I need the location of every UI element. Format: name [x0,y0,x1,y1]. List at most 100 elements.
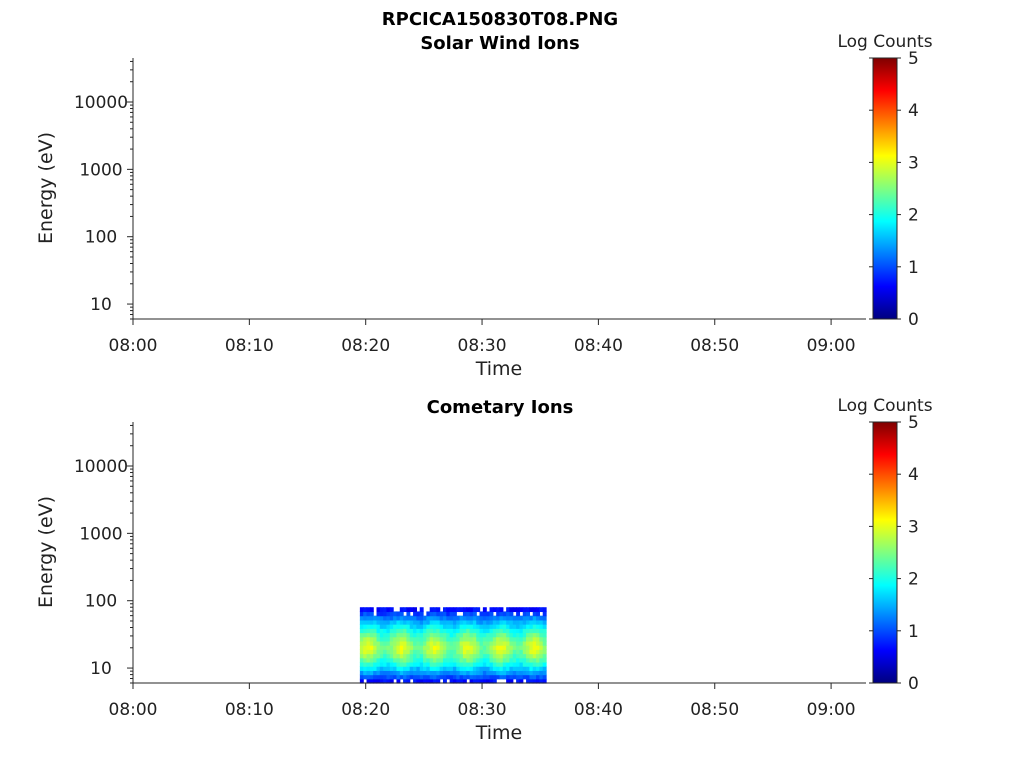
heatmap-cell [509,619,514,625]
heatmap-cell [413,645,417,650]
colorbar-label: Log Counts [837,396,932,416]
heatmap-cell [479,645,484,650]
heatmap-cell [512,661,517,667]
heatmap-cell [373,640,378,646]
heatmap-cell [489,611,494,617]
heatmap-cell [492,624,497,629]
heatmap-cell [439,619,444,625]
heatmap-cell [459,674,464,680]
heatmap-cell [466,649,471,655]
heatmap-cell [536,632,540,638]
heatmap-cell [506,607,511,613]
heatmap-cell [462,632,467,638]
heatmap-cell [472,628,477,634]
heatmap-cell [472,653,477,659]
heatmap-cell [499,653,504,659]
heatmap-cell [446,666,451,671]
heatmap-cell [519,674,524,680]
heatmap-cell [512,640,517,646]
heatmap-cell [502,619,507,625]
heatmap-cell [516,640,521,646]
heatmap-cell [516,661,521,667]
heatmap-cell [413,615,417,621]
heatmap-cell [446,624,451,629]
colorbar-tick-label: 0 [908,310,919,330]
heatmap-cell [469,640,474,646]
heatmap-cell [459,678,464,684]
heatmap-cell [376,636,381,642]
heatmap-cell [506,653,511,659]
heatmap-cell [359,619,364,625]
x-ticks: 08:00 08:10 08:20 08:30 08:40 08:50 09:00 [109,683,856,720]
heatmap-cell [452,666,457,671]
heatmap-cell [529,649,534,655]
heatmap-cell [492,615,497,621]
heatmap-cell [399,607,404,613]
heatmap-cell [529,666,534,671]
heatmap-cell [426,661,431,667]
heatmap-cell [363,624,368,629]
heatmap-cell [399,666,404,671]
heatmap-cell [442,615,447,621]
heatmap-cell [466,615,471,621]
heatmap-cell [436,657,441,663]
heatmap-cell [442,666,447,671]
heatmap-cell [423,619,427,625]
heatmap-cell [373,678,378,684]
heatmap-cell [479,619,484,625]
heatmap-cell [439,653,444,659]
heatmap-cell [456,607,461,613]
panel-cometary: Cometary Ions 08:00 08:10 08:20 08:30 08:40 0… [35,396,933,744]
heatmap-cell [433,624,437,629]
heatmap-cell [472,640,477,646]
heatmap-cell [426,649,431,655]
heatmap-cell [489,607,494,613]
heatmap-cell [502,611,507,617]
heatmap-cell [529,636,534,642]
heatmap-cell [406,619,411,625]
heatmap-cell [396,615,401,621]
heatmap-cell [482,649,487,655]
heatmap-cell [496,666,501,671]
heatmap-cell [512,649,517,655]
heatmap-cell [469,653,474,659]
axis-frame [132,422,866,684]
heatmap-cell [396,670,401,676]
heatmap-cell [526,661,531,667]
x-tick-label: 09:00 [807,336,856,356]
heatmap-cell [386,653,391,659]
heatmap-cell [542,615,547,621]
heatmap-cell [439,615,444,621]
heatmap-cell [396,657,401,663]
heatmap-cell [512,645,517,650]
heatmap-cell [406,649,411,655]
heatmap-cell [536,674,540,680]
heatmap-cell [532,678,537,684]
heatmap-cell [502,666,507,671]
heatmap-cell [499,636,504,642]
heatmap-cell [456,661,461,667]
heatmap-cell [459,649,464,655]
heatmap-cell [519,607,524,613]
heatmap-cell [379,640,384,646]
heatmap-cell [462,645,467,650]
heatmap-cell [423,615,427,621]
heatmap-cell [482,615,487,621]
heatmap-cell [542,607,547,613]
heatmap-cell [359,611,364,617]
heatmap-cell [426,645,431,650]
heatmap-cell [359,666,364,671]
heatmap-cell [452,649,457,655]
heatmap-cell [532,636,537,642]
heatmap-cell [459,619,464,625]
heatmap-cell [383,645,388,650]
heatmap-cell [396,666,401,671]
heatmap-cell [366,619,371,625]
heatmap-cell [373,645,378,650]
heatmap-cell [539,607,544,613]
heatmap-cell [466,645,471,650]
heatmap-cell [363,649,368,655]
heatmap-cell [366,615,371,621]
heatmap-cell [413,678,417,684]
colorbar-tick-label: 3 [908,517,919,537]
